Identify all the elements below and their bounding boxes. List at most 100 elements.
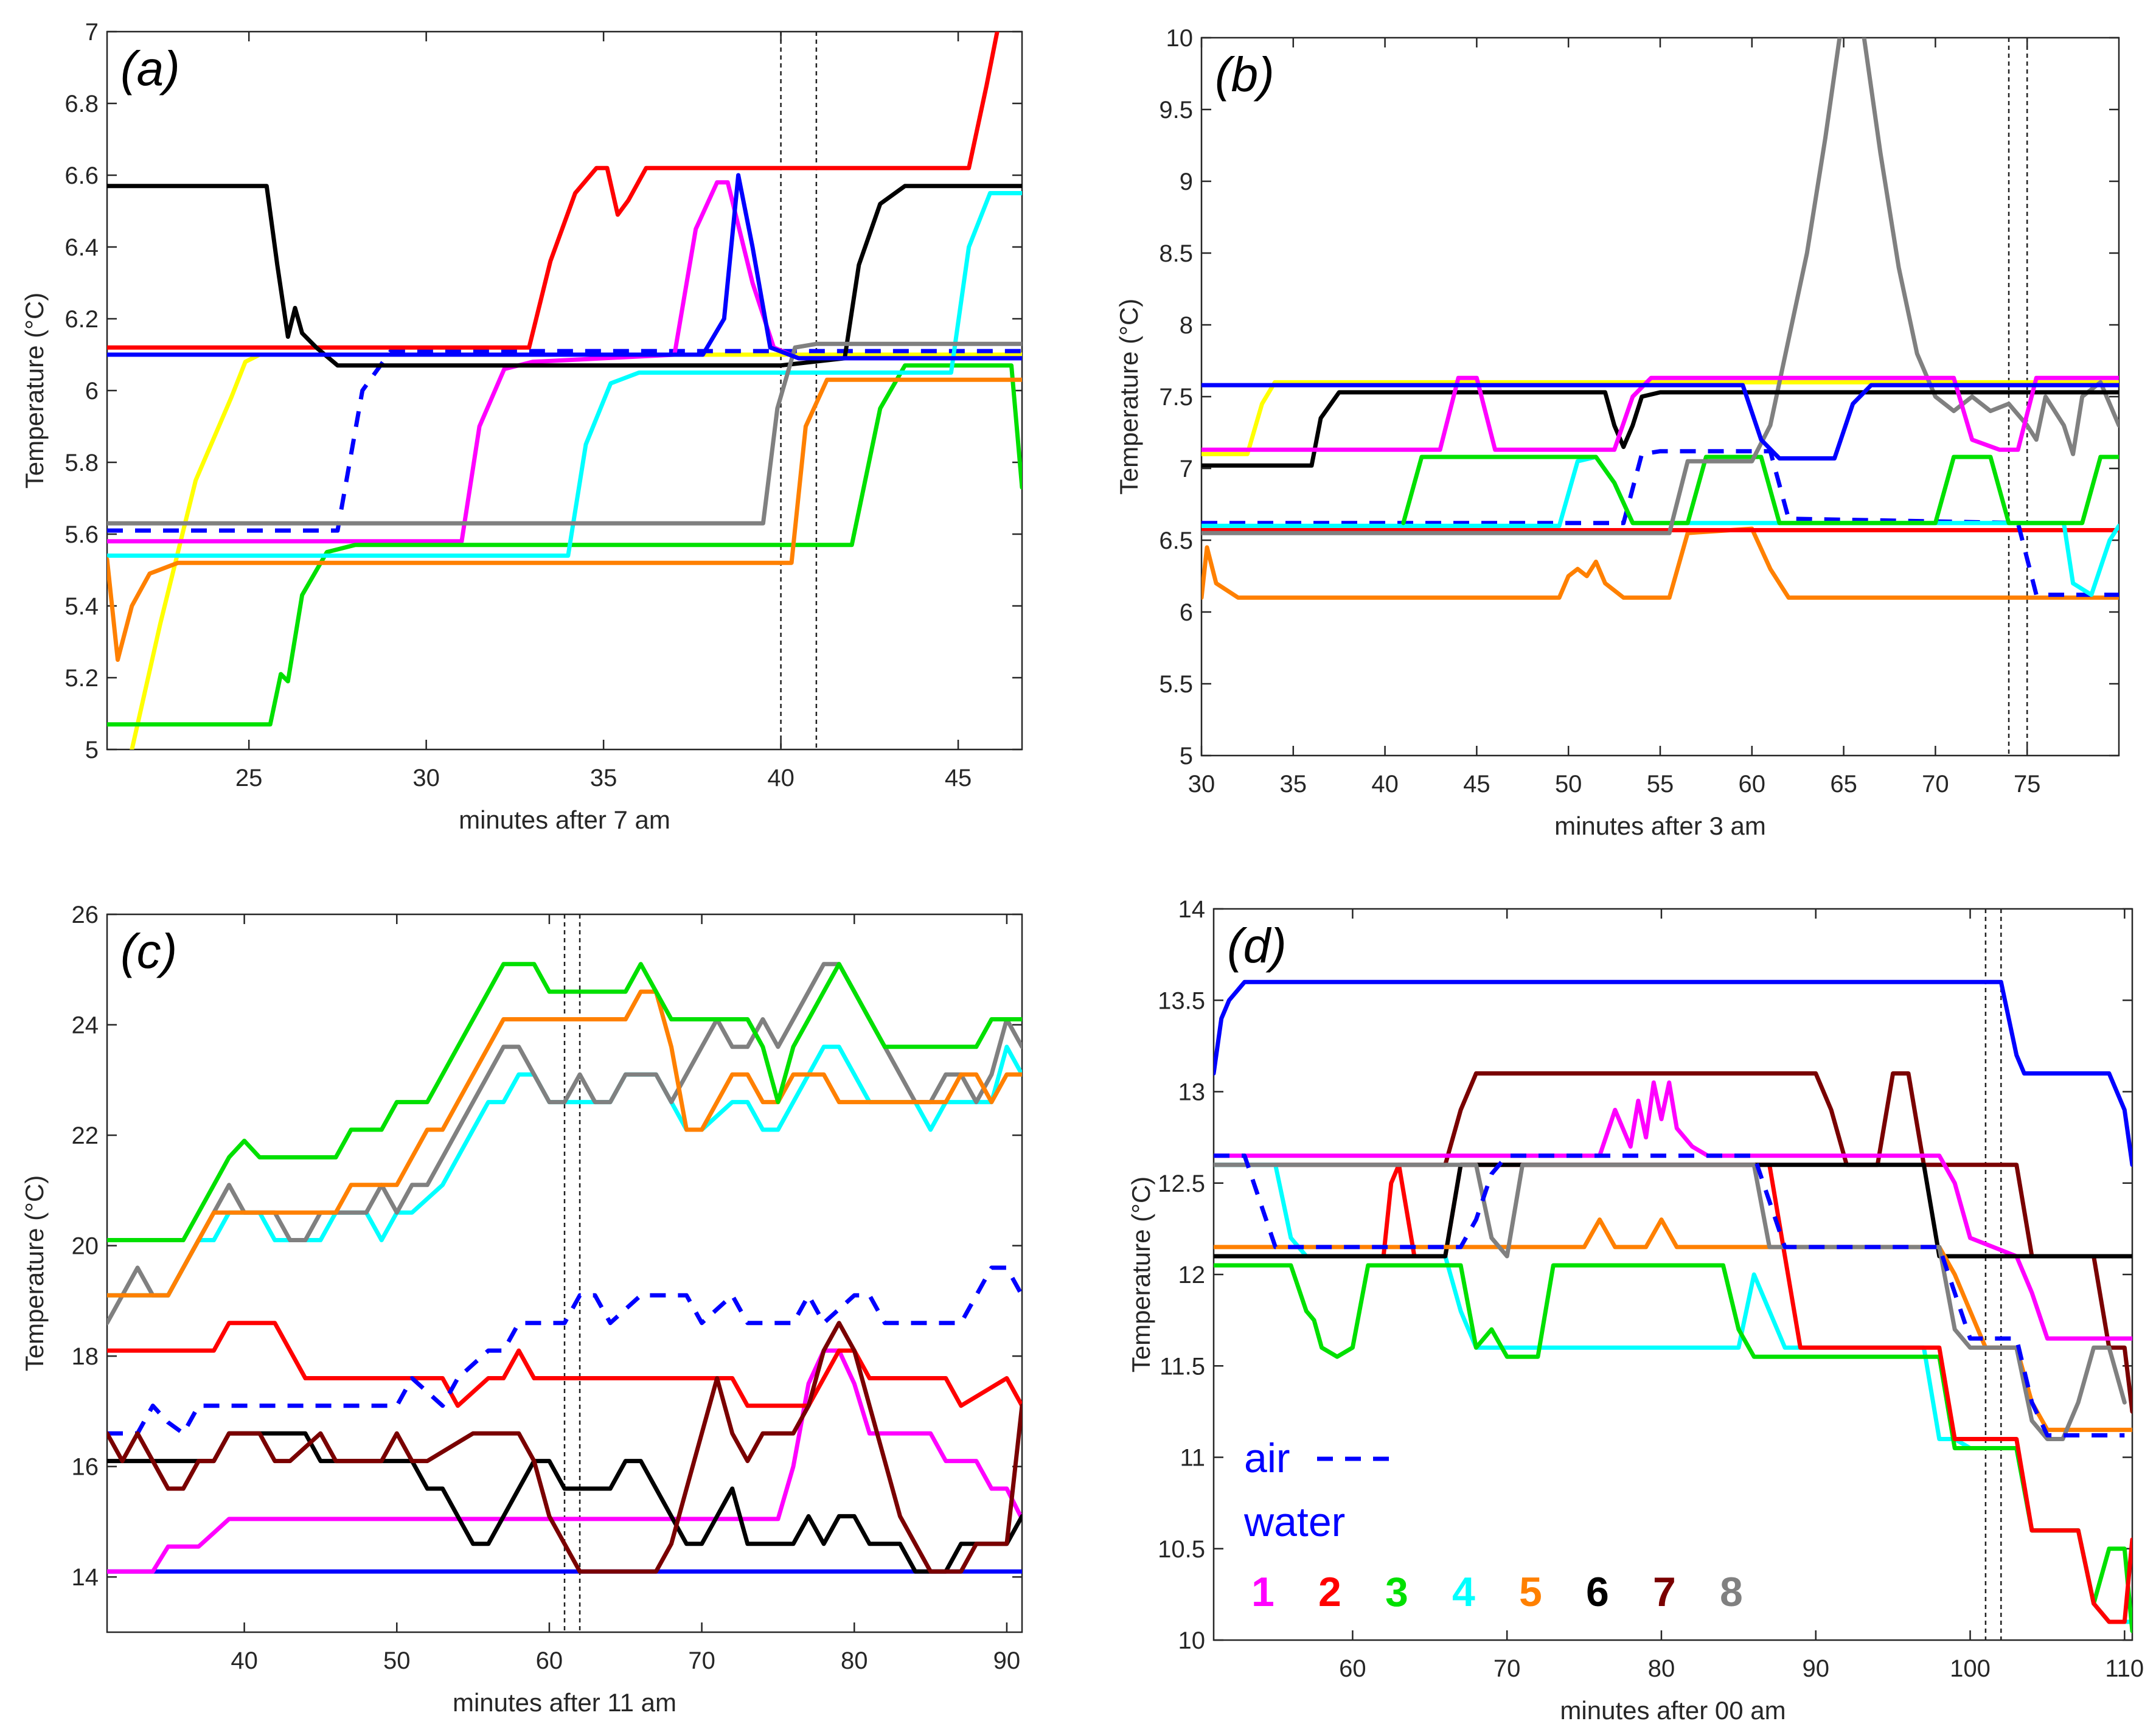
- y-tick-label: 6.6: [64, 162, 99, 189]
- y-tick-label: 18: [72, 1343, 99, 1370]
- series-line-2: [1214, 1163, 2132, 1624]
- series-line-6: [1201, 390, 2119, 468]
- y-axis-label: Temperature (°C): [20, 1175, 49, 1372]
- panel-0: 25 30 35 40 45 5 5.2 5.4 5.6 5.8 6 6.2 6.4 6.6 6.8 7 min…: [20, 19, 1023, 834]
- x-tick-label: 90: [993, 1647, 1021, 1674]
- y-tick-label: 5.8: [64, 450, 99, 476]
- marker-lines: [563, 914, 581, 1632]
- marker-lines: [2008, 38, 2028, 756]
- series-line-6: [107, 1431, 1022, 1574]
- x-tick-label: 70: [1922, 771, 1949, 798]
- y-tick-label: 6: [1180, 599, 1193, 626]
- x-tick-label: 110: [2105, 1655, 2144, 1682]
- y-tick-label: 10: [1166, 25, 1194, 52]
- series-line-1: [107, 1348, 1022, 1574]
- x-tick-label: 25: [235, 765, 263, 791]
- x-tick-label: 45: [945, 765, 972, 791]
- series-line-water: [1214, 979, 2132, 1167]
- x-tick-label: 60: [1339, 1655, 1366, 1682]
- x-tick-label: 65: [1830, 771, 1857, 798]
- x-axis-label: minutes after 7 am: [459, 805, 670, 834]
- y-tick-label: 6.8: [64, 91, 99, 117]
- x-tick-label: 35: [590, 765, 617, 791]
- legend-water-label: water: [1243, 1499, 1345, 1545]
- y-tick-label: 14: [1178, 896, 1206, 923]
- y-tick-label: 16: [72, 1454, 99, 1481]
- series-line-4: [107, 191, 1022, 558]
- series-line-air: [1201, 449, 2119, 597]
- x-tick-label: 60: [1739, 771, 1766, 798]
- y-tick-label: 8.5: [1159, 240, 1193, 267]
- series-line-water: [107, 173, 1022, 361]
- series-line-7: [1214, 1071, 2132, 1414]
- panel-3: 60 70 80 90 100 1101010.51111.51212.51313.514…: [1127, 896, 2144, 1725]
- panel-label: (a): [120, 41, 180, 96]
- x-tick-label: 70: [688, 1647, 715, 1674]
- series-group: [1201, 38, 2119, 600]
- plot-area: [1212, 908, 2133, 1641]
- legend: air water 1 2 3 4 5 6 7 8: [1243, 1435, 1743, 1615]
- x-tick-label: 40: [231, 1647, 258, 1674]
- y-tick-label: 5.2: [64, 665, 99, 692]
- series-line-5: [1201, 526, 2119, 600]
- x-tick-label: 40: [1371, 771, 1399, 798]
- panel-label: (d): [1227, 919, 1287, 973]
- y-tick-label: 24: [72, 1012, 99, 1039]
- y-tick-label: 11: [1180, 1445, 1205, 1472]
- panel-label: (b): [1215, 47, 1274, 102]
- series-line-3: [107, 962, 1022, 1242]
- x-tick-label: 50: [383, 1647, 411, 1674]
- legend-item-1: 1: [1251, 1569, 1274, 1615]
- legend-item-7: 7: [1653, 1569, 1676, 1615]
- y-tick-label: 6.4: [64, 234, 99, 261]
- y-tick-label: 6.5: [1159, 527, 1193, 554]
- x-tick-label: 45: [1463, 771, 1490, 798]
- series-line-6: [107, 184, 1022, 368]
- y-tick-label: 7.5: [1159, 384, 1193, 411]
- series-line-8: [107, 341, 1022, 526]
- series-line-8: [1201, 38, 2119, 535]
- x-tick-label: 80: [1648, 1655, 1675, 1682]
- x-tick-label: 55: [1647, 771, 1674, 798]
- x-tick-label: 30: [412, 765, 440, 791]
- y-tick-label: 26: [72, 902, 99, 928]
- y-tick-label: 7: [1180, 456, 1193, 482]
- y-tick-label: 10.5: [1158, 1536, 1205, 1563]
- x-axis-label: minutes after 00 am: [1560, 1696, 1786, 1725]
- y-tick-label: 5: [85, 737, 99, 763]
- y-axis-label: Temperature (°C): [1127, 1177, 1155, 1373]
- y-tick-label: 12.5: [1158, 1170, 1205, 1197]
- series-line-air: [107, 1265, 1022, 1436]
- plot-area: [106, 30, 1023, 751]
- legend-item-4: 4: [1452, 1569, 1475, 1615]
- x-tick-label: 80: [841, 1647, 868, 1674]
- y-tick-label: 9: [1180, 169, 1193, 195]
- marker-lines: [1984, 909, 2002, 1640]
- x-tick-label: 35: [1280, 771, 1307, 798]
- y-tick-label: 13: [1178, 1079, 1206, 1106]
- series-line-2: [107, 32, 1000, 350]
- x-tick-label: 40: [767, 765, 795, 791]
- series-line-3: [1401, 454, 2119, 526]
- y-tick-label: 9.5: [1159, 97, 1193, 123]
- x-tick-label: 75: [2014, 771, 2041, 798]
- y-tick-label: 13.5: [1158, 987, 1205, 1014]
- x-axis-label: minutes after 11 am: [453, 1688, 676, 1717]
- y-tick-label: 6: [85, 378, 99, 405]
- series-group: [1214, 979, 2132, 1633]
- series-line-8: [1214, 1163, 2127, 1441]
- panel-label: (c): [120, 924, 177, 978]
- series-line-5: [107, 377, 1022, 662]
- plot-area: [1200, 37, 2120, 757]
- series-line-2: [107, 1321, 1022, 1408]
- legend-item-6: 6: [1586, 1569, 1609, 1615]
- x-tick-label: 50: [1555, 771, 1582, 798]
- y-tick-label: 5.6: [64, 521, 99, 548]
- x-axis-label: minutes after 3 am: [1554, 812, 1766, 840]
- series-line-4: [107, 1045, 1022, 1298]
- x-tick-label: 30: [1188, 771, 1215, 798]
- series-line-7: [107, 1321, 1022, 1574]
- y-tick-label: 11.5: [1160, 1353, 1205, 1380]
- y-tick-label: 5: [1180, 743, 1193, 770]
